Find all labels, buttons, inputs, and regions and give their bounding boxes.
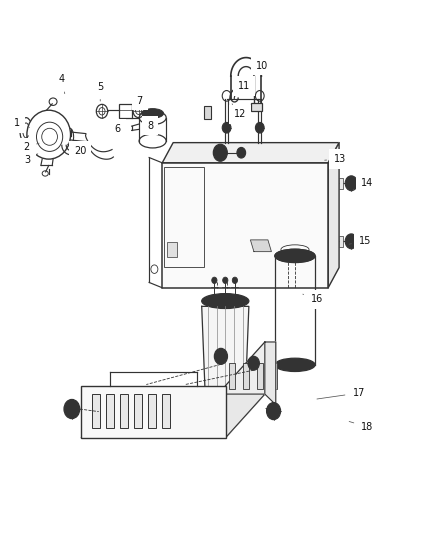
Bar	[162, 393, 170, 428]
Bar	[167, 242, 177, 257]
Text: 2: 2	[23, 142, 39, 152]
Bar	[339, 178, 343, 189]
Ellipse shape	[275, 249, 315, 263]
Circle shape	[212, 277, 217, 284]
Bar	[81, 385, 226, 438]
Circle shape	[255, 123, 264, 133]
Text: 12: 12	[232, 104, 246, 119]
Polygon shape	[251, 240, 272, 252]
Circle shape	[213, 144, 227, 161]
Bar	[119, 104, 132, 118]
Circle shape	[64, 399, 80, 418]
Bar	[229, 363, 235, 389]
Bar	[339, 236, 343, 247]
Polygon shape	[265, 342, 276, 405]
Text: 5: 5	[97, 82, 103, 101]
Bar	[204, 106, 211, 119]
Circle shape	[214, 349, 227, 365]
Text: 3: 3	[25, 154, 38, 165]
Text: 7: 7	[136, 95, 143, 107]
Text: 6: 6	[115, 124, 121, 134]
Circle shape	[345, 176, 357, 191]
Bar	[271, 363, 277, 389]
Text: 1: 1	[14, 118, 29, 128]
Polygon shape	[162, 143, 339, 163]
Text: 13: 13	[325, 154, 346, 164]
Bar	[120, 393, 128, 428]
Polygon shape	[205, 395, 245, 409]
Ellipse shape	[142, 109, 163, 118]
Text: 14: 14	[353, 177, 374, 189]
Circle shape	[345, 234, 357, 249]
Ellipse shape	[275, 358, 315, 372]
Text: 20: 20	[74, 146, 86, 156]
Bar	[148, 393, 156, 428]
Bar	[134, 393, 142, 428]
Bar	[243, 363, 249, 389]
Bar	[164, 167, 204, 266]
Text: 15: 15	[349, 236, 371, 246]
Text: 11: 11	[238, 81, 251, 91]
Bar	[162, 163, 328, 288]
Circle shape	[237, 148, 246, 158]
Text: 17: 17	[317, 388, 365, 399]
Text: 16: 16	[303, 294, 323, 304]
Text: 8: 8	[147, 120, 153, 131]
Circle shape	[223, 277, 228, 284]
Text: 10: 10	[256, 61, 268, 72]
Polygon shape	[81, 394, 265, 438]
Text: 4: 4	[59, 75, 65, 94]
Bar	[251, 103, 262, 111]
Bar	[92, 393, 100, 428]
Circle shape	[267, 402, 281, 419]
Circle shape	[232, 277, 237, 284]
Circle shape	[248, 357, 259, 370]
Text: 18: 18	[349, 422, 374, 432]
Circle shape	[222, 123, 231, 133]
Bar	[257, 363, 263, 389]
Bar	[106, 393, 114, 428]
Polygon shape	[202, 306, 249, 395]
Polygon shape	[226, 342, 265, 438]
Polygon shape	[328, 143, 339, 288]
Ellipse shape	[202, 294, 249, 309]
